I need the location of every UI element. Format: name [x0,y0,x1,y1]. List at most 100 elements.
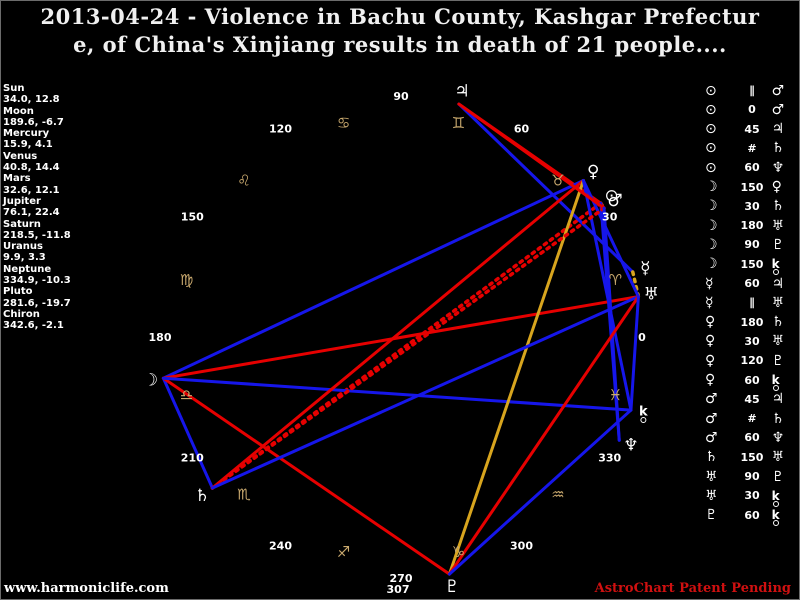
aspect-row-mercury-uranus: ☿ ∥ ♅ [701,293,798,312]
neptune-glyph: ♆ [771,159,785,176]
aspect-row-mercury-jupiter: ☿ 60 ♃ [701,274,798,293]
planet-name-sun: Sun [3,83,25,94]
mercury-glyph: ☿ [705,275,714,292]
planet-name-mars: Mars [3,173,31,185]
planet-position-uranus: 9.9, 3.3 [3,252,46,264]
aspect-row-sun-saturn: ⊙ # ♄ [701,139,798,158]
planet-position-venus: 40.8, 14.4 [3,162,60,174]
planet-name-uranus: Uranus [3,241,43,253]
chiron-glyph: k [771,508,780,527]
aspect-value: 60 [744,277,760,290]
aquarius-sign-glyph: ♒ [551,485,564,503]
aspect-value: 45 [744,392,760,406]
mars-glyph: ♂ [705,429,718,446]
moon-glyph: ☽ [705,256,718,273]
venus-glyph: ♀ [705,352,716,369]
ring-label-330: 330 [598,452,621,465]
website-url[interactable]: www.harmoniclife.com [4,581,169,596]
aspect-row-mars-saturn: ♂ # ♄ [701,409,798,428]
saturn-glyph: ♄ [705,449,718,466]
mars-planet-glyph: ♂ [607,191,622,211]
aspect-row-moon-chiron: ☽ 150 k [701,255,798,276]
sun-glyph: ⊙ [705,121,717,138]
aspect-value: 60 [744,161,760,175]
saturn-glyph: ♄ [771,198,785,215]
aspect-value: 90 [744,238,760,252]
planet-name-saturn: Saturn [3,218,41,230]
sun-glyph: ⊙ [705,101,717,118]
sun-planet-glyph: ⊙ [604,186,618,206]
aspect-row-sun-mars: ⊙ 0 ♂ [701,100,798,119]
sun-glyph: ⊙ [705,82,717,99]
chart-title: 2013-04-24 - Violence in Bachu County, K… [1,3,799,59]
capricorn-sign-glyph: ♑ [452,543,465,561]
moon-glyph: ☽ [705,236,718,253]
venus-glyph: ♀ [705,372,716,388]
libra-sign-glyph: ♎ [180,386,193,404]
title-line-1: 2013-04-24 - Violence in Bachu County, K… [40,4,760,29]
aspect-line-mars-jupiter [457,102,606,210]
aspect-line-pluto-chiron [447,408,633,576]
moon-glyph: ☽ [705,217,718,234]
cancer-sign-glyph: ♋ [337,114,350,132]
aspect-value: 150 [740,450,764,464]
planet-name-mercury: Mercury [3,128,50,140]
aspect-line-uranus-pluto [447,295,640,576]
planet-position-chiron: 342.6, -2.1 [3,320,64,332]
neptune-planet-glyph: ♆ [623,436,638,456]
chiron-planet-glyph-ring [640,416,647,423]
ring-label-120: 120 [269,122,292,135]
mercury-glyph: ☿ [705,294,714,311]
aspect-value: 60 [744,508,760,522]
ring-label-0: 0 [638,331,646,344]
ring-label-extra: 307 [387,583,410,596]
aspect-value: 30 [744,334,760,348]
planet-name-neptune: Neptune [3,263,52,275]
ring-label-300: 300 [510,540,533,553]
aspect-value: 180 [740,219,764,233]
ring-label-150: 150 [181,211,204,224]
aspect-row-pluto-chiron: ♇ 60 k [701,506,798,527]
chiron-glyph: k [771,373,780,391]
virgo-sign-glyph: ♍ [180,271,193,289]
aspect-value: # [747,412,757,426]
aspect-line-moon-chiron [161,376,633,412]
chiron-glyph: k [770,507,798,527]
aspect-line-moon-venus [161,179,585,380]
planet-name-venus: Venus [3,150,38,162]
ring-label-60: 60 [514,122,530,135]
uranus-glyph: ♅ [771,294,785,311]
jupiter-glyph: ♃ [771,275,785,292]
aspect-row-venus-uranus: ♀ 30 ♅ [701,332,798,351]
aspect-line-venus-saturn [210,179,585,490]
title-line-2: e, of China's Xinjiang results in death … [73,32,727,57]
ring-label-270: 270 [390,572,413,585]
aspect-value: 30 [744,199,760,213]
aspect-line-mars-saturn [210,206,606,490]
planet-name-jupiter: Jupiter [3,195,41,207]
planet-name-moon: Moon [3,105,34,117]
uranus-glyph: ♅ [705,468,718,485]
mars-glyph: ♂ [705,410,718,427]
aspect-row-mars-neptune: ♂ 60 ♆ [701,428,798,447]
patent-notice: AstroChart Patent Pending [594,581,791,596]
aspect-line-venus-pluto [447,179,585,576]
pluto-glyph: ♇ [771,352,785,369]
planet-position-moon: 189.6, -6.7 [3,116,64,128]
planet-position-mercury: 15.9, 4.1 [3,139,53,151]
aspect-value: 180 [740,315,764,329]
aspect-line-moon-saturn [161,376,214,490]
aspect-line-mercury-jupiter [457,102,635,274]
aspect-row-venus-chiron: ♀ 60 k [701,371,798,391]
aspect-row-moon-venus: ☽ 150 ♀ [701,178,798,197]
moon-glyph: ☽ [705,198,718,215]
pluto-planet-glyph: ♇ [444,577,459,597]
aspect-value: ∥ [749,296,755,310]
pluto-glyph: ♇ [705,507,718,524]
pluto-glyph: ♇ [771,236,785,253]
planet-position-sun: 34.0, 12.8 [3,94,60,106]
aries-sign-glyph: ♈ [609,271,622,289]
planet-position-neptune: 334.9, -10.3 [3,275,71,287]
ring-label-240: 240 [269,540,292,553]
aspect-row-moon-saturn: ☽ 30 ♄ [701,197,798,216]
